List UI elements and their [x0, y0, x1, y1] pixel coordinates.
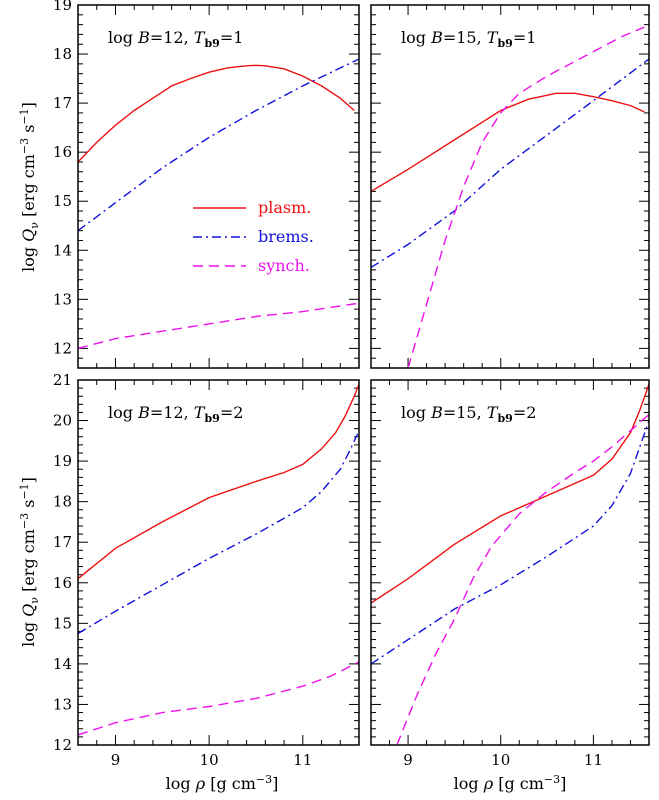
series-group	[371, 26, 649, 368]
series-line-plasm	[371, 383, 649, 604]
y-axis-label-bottom: log Qν [erg cm−3 s−1]	[18, 477, 41, 647]
x-tick-label: 9	[111, 751, 121, 769]
legend-entry-brems: brems.	[193, 227, 314, 246]
x-axis-label-right: log ρ [g cm−3]	[454, 773, 567, 793]
legend: plasm. brems. synch.	[193, 198, 314, 275]
legend-entry-plasm: plasm.	[193, 198, 311, 217]
panel-frame	[370, 379, 650, 746]
x-tick-label: 10	[200, 751, 219, 769]
y-tick-label: 17	[53, 94, 72, 112]
y-tick-label: 15	[53, 614, 72, 632]
y-tick-label: 21	[53, 371, 72, 389]
x-tick-label: 11	[584, 751, 603, 769]
series-group	[371, 383, 649, 745]
panel-frame	[370, 4, 650, 369]
y-tick-label: 15	[53, 192, 72, 210]
y-tick-label: 18	[53, 493, 72, 511]
series-line-plasm	[78, 64, 355, 163]
legend-label: plasm.	[258, 198, 311, 217]
svg-text:log Qν [erg cm−3 s−1]: log Qν [erg cm−3 s−1]	[18, 477, 41, 647]
panel-title: log B=15, Tb9=1	[401, 28, 536, 50]
ticks	[370, 4, 650, 369]
ticks	[77, 379, 360, 746]
y-tick-label: 16	[53, 574, 72, 592]
series-line-synch	[407, 26, 645, 368]
y-tick-label: 16	[53, 143, 72, 161]
y-tick-label: 17	[53, 533, 72, 551]
panel-frame	[77, 379, 360, 746]
series-line-plasm	[371, 92, 645, 193]
legend-entry-synch: synch.	[193, 256, 310, 275]
series-line-brems	[371, 420, 649, 665]
y-tick-label: 12	[53, 736, 72, 754]
y-tick-label: 19	[53, 0, 72, 14]
series-group	[78, 383, 359, 736]
panel-2: log B=15, Tb9=1	[370, 4, 650, 369]
panel-frame	[77, 4, 360, 369]
y-tick-label: 13	[53, 290, 72, 308]
y-tick-label: 20	[53, 412, 72, 430]
series-line-brems	[78, 430, 359, 635]
panel-title: log B=12, Tb9=2	[108, 403, 243, 425]
series-group	[78, 58, 359, 350]
series-line-brems	[371, 58, 649, 268]
panel-title: log B=15, Tb9=2	[401, 403, 536, 425]
series-line-brems	[78, 58, 359, 232]
panel-3: 9 10 11 12 13 14 15 16 17 18 19 20 21 log B=12, Tb9=2	[53, 371, 360, 769]
y-tick-label: 13	[53, 695, 72, 713]
y-axis-label-top: log Qν [erg cm−3 s−1]	[18, 102, 41, 272]
x-tick-label: 10	[491, 751, 510, 769]
y-tick-label: 18	[53, 45, 72, 63]
ticks	[77, 4, 360, 369]
x-tick-label: 9	[403, 751, 413, 769]
y-tick-label: 12	[53, 339, 72, 357]
series-line-plasm	[78, 383, 359, 580]
panel-title: log B=12, Tb9=1	[108, 28, 243, 50]
y-tick-label: 14	[53, 241, 72, 259]
panel-1: 12 13 14 15 16 17 18 19 log B=12, Tb9=1	[53, 0, 360, 369]
y-tick-label: 19	[53, 452, 72, 470]
x-axis-label-left: log ρ [g cm−3]	[166, 773, 279, 793]
svg-text:log Qν [erg cm−3 s−1]: log Qν [erg cm−3 s−1]	[18, 102, 41, 272]
series-line-synch	[78, 661, 359, 736]
panels: 12 13 14 15 16 17 18 19 log B=12, Tb9=1 log B=15,…	[53, 0, 650, 769]
series-line-synch	[78, 302, 359, 350]
y-tick-label: 14	[53, 655, 72, 673]
panel-4: 9 10 11 log B=15, Tb9=2	[370, 379, 650, 769]
x-tick-label: 11	[293, 751, 312, 769]
legend-label: synch.	[258, 256, 310, 275]
legend-label: brems.	[258, 227, 314, 246]
ticks	[370, 379, 650, 746]
series-line-synch	[396, 413, 649, 745]
